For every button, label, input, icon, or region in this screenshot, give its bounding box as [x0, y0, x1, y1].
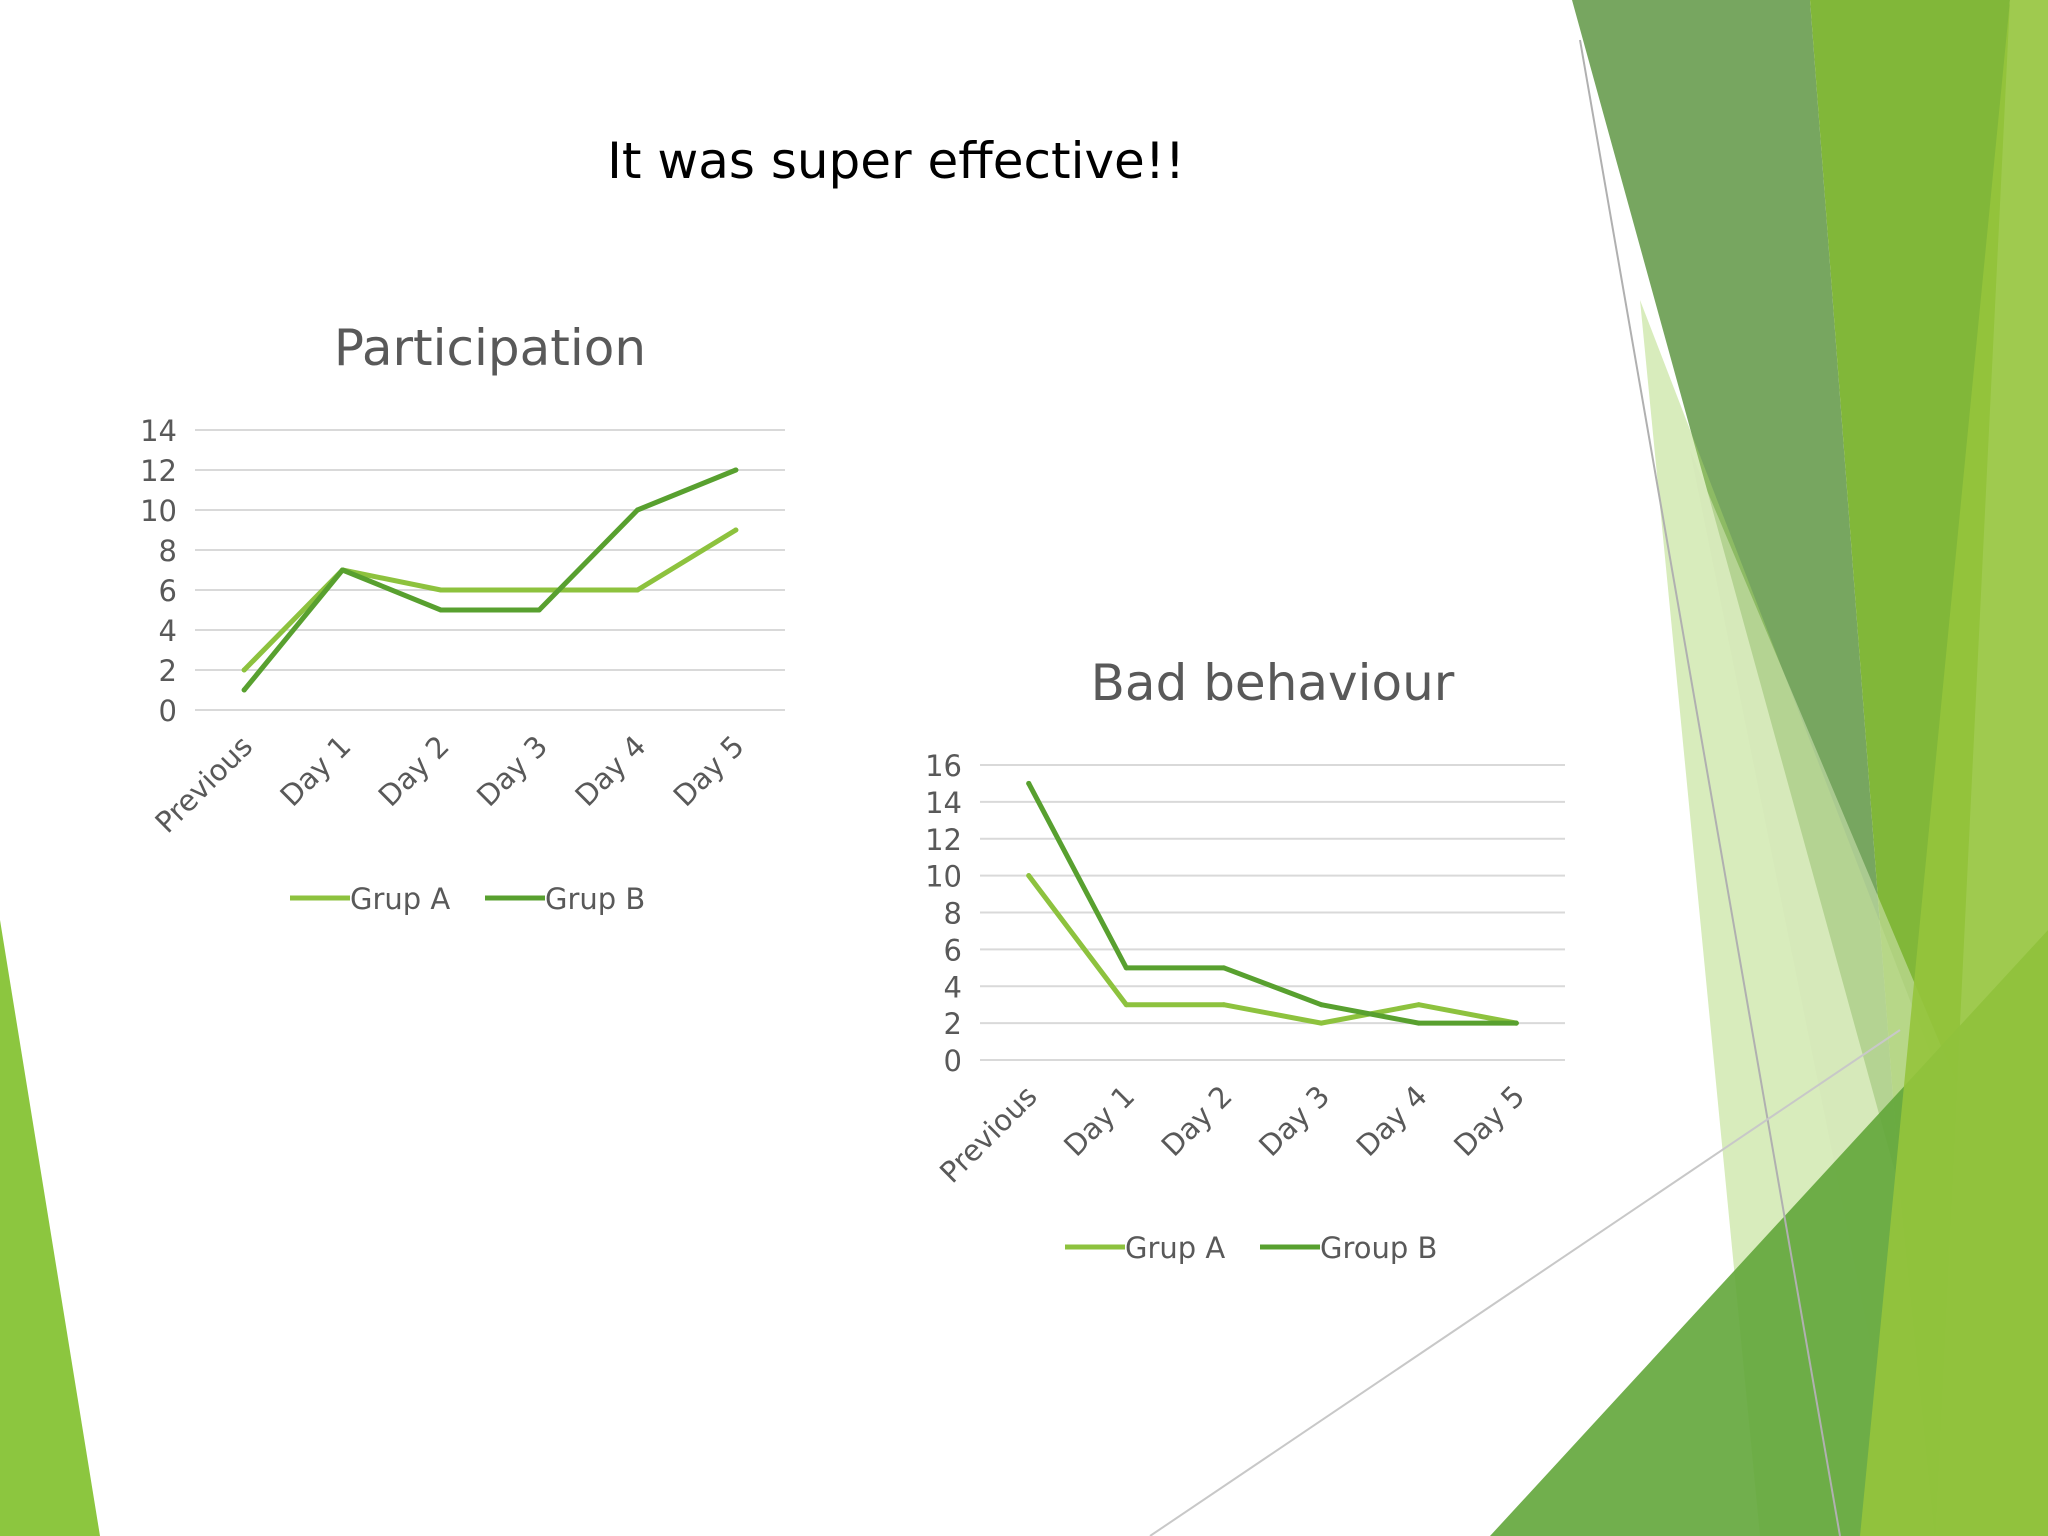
y-tick-label: 4: [944, 970, 962, 1004]
legend-label: Grup A: [1125, 1231, 1225, 1265]
x-tick-label: Day 5: [1447, 1079, 1531, 1163]
data-point: [1123, 1002, 1129, 1008]
series-line: [1026, 780, 1519, 1026]
data-point: [1416, 1020, 1422, 1026]
legend-label: Grup B: [545, 882, 645, 916]
y-tick-label: 0: [159, 694, 177, 728]
x-tick-label: Day 5: [667, 729, 751, 813]
data-point: [438, 607, 444, 613]
x-tick-label: Day 1: [273, 729, 357, 813]
y-tick-label: 14: [140, 414, 177, 448]
x-tick-label: Day 3: [470, 729, 554, 813]
data-point: [1026, 873, 1032, 879]
data-point: [1318, 1002, 1324, 1008]
y-tick-label: 0: [944, 1044, 962, 1078]
x-tick-label: Day 1: [1057, 1079, 1141, 1163]
decor-line: [1579, 39, 1841, 1536]
data-point: [241, 667, 247, 673]
y-tick-label: 10: [140, 494, 177, 528]
decor-shape-green: [1810, 0, 2010, 1536]
participation-chart: Participation 0 2 4 6 8 10 12 14 Previous Day 1 Day…: [110, 319, 830, 940]
data-point: [1026, 780, 1032, 786]
decor-line: [1149, 1029, 1901, 1536]
data-point: [1221, 965, 1227, 971]
x-tick-label: Previous: [933, 1079, 1044, 1190]
series-line: [1026, 873, 1519, 1026]
decor-shape-left-edge: [0, 920, 100, 1536]
y-tick-label: 10: [925, 860, 962, 894]
data-point: [1416, 1002, 1422, 1008]
data-point: [241, 687, 247, 693]
y-tick-label: 8: [944, 897, 962, 931]
data-point: [438, 587, 444, 593]
chart-title: Bad behaviour: [1091, 655, 1455, 712]
y-tick-label: 2: [159, 654, 177, 688]
series-line: [241, 467, 739, 693]
data-point: [1318, 1020, 1324, 1026]
y-tick-label: 2: [944, 1007, 962, 1041]
x-tick-label: Day 4: [568, 729, 652, 813]
y-tick-label: 4: [159, 614, 177, 648]
data-point: [1221, 1002, 1227, 1008]
data-point: [733, 467, 739, 473]
x-tick-label: Day 3: [1252, 1079, 1336, 1163]
y-tick-label: 12: [925, 823, 962, 857]
slide-title: It was super effective!!: [607, 132, 1185, 190]
data-point: [536, 587, 542, 593]
y-tick-label: 16: [925, 749, 962, 783]
data-point: [733, 527, 739, 533]
y-tick-label: 6: [944, 933, 962, 967]
x-tick-label: Day 4: [1350, 1079, 1434, 1163]
data-point: [635, 587, 640, 593]
y-tick-label: 12: [140, 454, 177, 488]
decor-shape-right-edge: [1860, 0, 2048, 1536]
y-tick-label: 6: [159, 574, 177, 608]
data-point: [536, 607, 542, 613]
chart-title: Participation: [334, 320, 646, 377]
data-point: [635, 507, 640, 513]
data-point: [340, 567, 345, 573]
x-tick-label: Day 2: [372, 729, 456, 813]
x-tick-label: Day 2: [1155, 1079, 1239, 1163]
x-tick-label: Previous: [148, 729, 259, 840]
data-point: [1123, 965, 1129, 971]
y-tick-label: 8: [159, 534, 177, 568]
y-tick-label: 14: [925, 786, 962, 820]
legend-label: Grup A: [350, 882, 450, 916]
legend-label: Group B: [1320, 1231, 1437, 1265]
data-point: [1513, 1020, 1519, 1026]
